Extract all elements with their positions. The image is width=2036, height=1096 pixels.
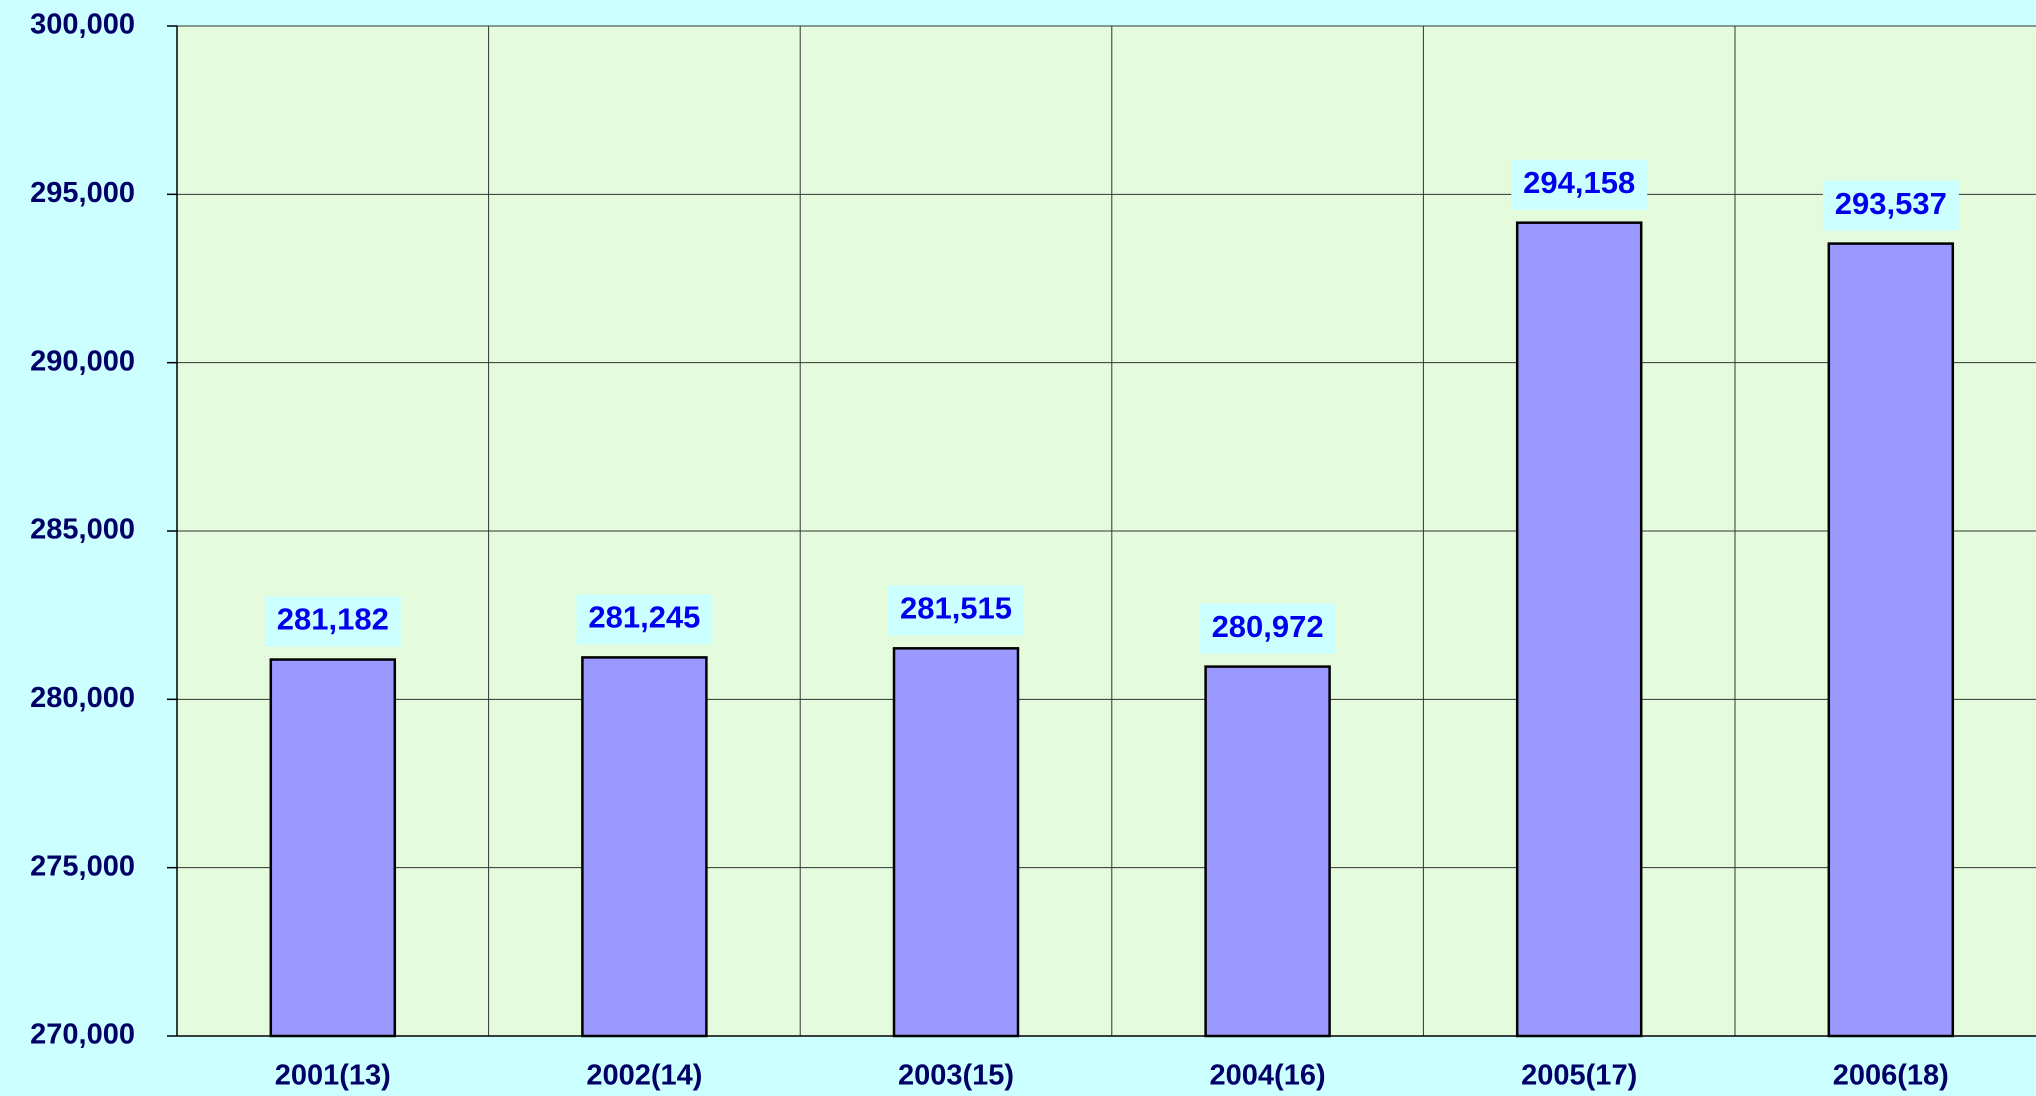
x-tick-label: 2004(16): [1210, 1060, 1326, 1092]
y-tick-label: 300,000: [30, 9, 135, 41]
x-tick-label: 2003(15): [898, 1060, 1014, 1092]
data-label: 281,182: [277, 602, 389, 637]
bar: [581, 656, 708, 1038]
x-tick-label: 2001(13): [275, 1060, 391, 1092]
y-tick-label: 280,000: [30, 682, 135, 714]
bar: [1827, 242, 1955, 1038]
y-tick-label: 290,000: [30, 345, 135, 377]
data-label: 281,245: [588, 600, 700, 635]
y-tick-label: 275,000: [30, 850, 135, 882]
bar: [1515, 221, 1643, 1038]
x-tick-label: 2002(14): [586, 1060, 702, 1092]
bar: [1204, 665, 1331, 1038]
data-label-box: [1511, 159, 1648, 210]
data-label-box: [264, 596, 401, 647]
y-tick-label: 270,000: [30, 1019, 135, 1051]
data-label: 280,972: [1212, 609, 1324, 644]
data-label: 294,158: [1523, 165, 1635, 200]
bar: [892, 647, 1020, 1038]
x-tick-label: 2005(17): [1521, 1060, 1637, 1092]
x-tick-label: 2006(18): [1833, 1060, 1949, 1092]
data-label-box: [1199, 603, 1336, 654]
y-tick-label: 285,000: [30, 514, 135, 546]
data-label: 281,515: [900, 591, 1012, 626]
y-tick-label: 295,000: [30, 177, 135, 209]
data-label-box: [888, 585, 1024, 636]
data-label-box: [1822, 180, 1959, 231]
data-label: 293,537: [1835, 186, 1947, 221]
bar: [269, 658, 397, 1038]
data-label-box: [576, 594, 713, 645]
